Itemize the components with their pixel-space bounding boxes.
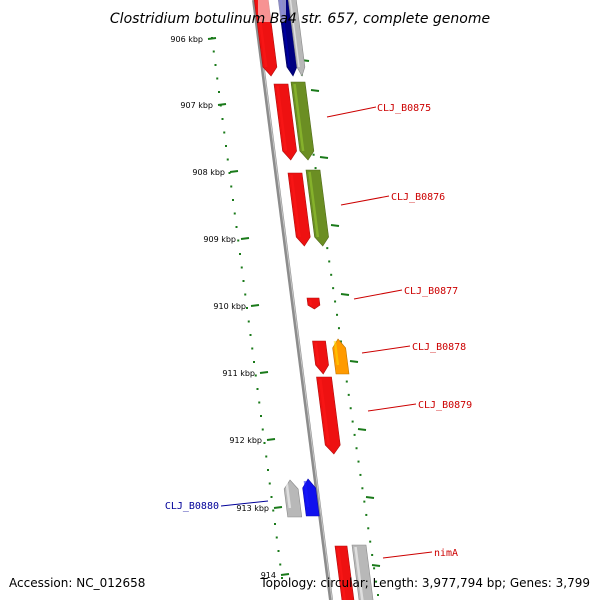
callout-line [382, 551, 433, 559]
outer-major-tick [310, 89, 320, 92]
kbp-major-tick [266, 438, 276, 441]
gene-arrow-gray [283, 479, 303, 518]
callout-line [326, 106, 377, 118]
kbp-major-tick [229, 170, 239, 173]
gene-arrow-red-body [306, 297, 321, 310]
kbp-label: 907 kbp [180, 101, 213, 110]
gene-label: CLJ_B0876 [391, 192, 445, 203]
gene-arrow-blue-sheen [303, 480, 310, 508]
gene-arrow-gray [351, 544, 374, 600]
gene-arrow-gray [287, 0, 306, 77]
backbone-highlight [254, 0, 333, 600]
kbp-major-tick [217, 103, 227, 106]
gene-arrow-red-body [312, 340, 329, 375]
gene-arrow-red-sheen [309, 299, 312, 306]
gene-arrow-orange [332, 338, 350, 375]
gene-arrow-red-sheen [314, 342, 320, 366]
outer-major-tick [371, 564, 381, 567]
callout-line [340, 195, 390, 206]
gene-arrow-red [334, 545, 355, 600]
outer-major-tick [349, 360, 359, 363]
gene-label: CLJ_B0877 [404, 286, 458, 297]
kbp-label: 912 kbp [229, 436, 262, 445]
gene-label: CLJ_B0880 [165, 501, 219, 512]
gene-callouts: CLJ_B0875 CLJ_B0876 CLJ_B0877 CLJ_B0878 CLJ_… [165, 103, 472, 559]
outer-major-tick [319, 156, 329, 159]
kbp-label: 906 kbp [170, 35, 203, 44]
outer-major-tick [357, 428, 367, 431]
gene-arrow-olive [290, 81, 315, 161]
callout-line [220, 500, 269, 507]
gene-label: CLJ_B0875 [377, 103, 431, 114]
gene-arrow-blue [302, 478, 320, 517]
gene-label: nimA [434, 548, 458, 559]
gene-label: CLJ_B0878 [412, 342, 466, 353]
gene-arrow-red [316, 376, 341, 455]
genome-backbone [252, 0, 333, 600]
gene-arrow-gray-sheen [285, 481, 292, 509]
kbp-major-tick [207, 37, 217, 40]
gene-label: CLJ_B0879 [418, 400, 472, 411]
callout-line [361, 345, 411, 354]
kbp-major-tick [250, 304, 260, 307]
gene-arrow-olive-sheen [308, 171, 320, 238]
backbone-line [252, 0, 333, 600]
kbp-label: 914 [261, 571, 276, 580]
kbp-major-tick [240, 237, 250, 240]
kbp-label: 909 kbp [203, 235, 236, 244]
gene-arrow-red-sheen [290, 174, 301, 238]
gene-arrow-red [312, 340, 329, 375]
gene-arrow-orange-sheen [333, 340, 340, 366]
kbp-major-tick [273, 506, 283, 509]
callout-line [367, 403, 417, 412]
kbp-major-tick [259, 371, 269, 374]
gene-arrow-olive-sheen [293, 83, 305, 152]
genome-summary-text: Topology: circular; Length: 3,977,794 bp… [260, 576, 590, 590]
selection-highlight [258, 0, 286, 22]
outer-major-tick [340, 293, 350, 296]
gene-arrow-red-sheen [337, 547, 346, 600]
kbp-label: 911 kbp [222, 369, 255, 378]
outer-major-tick [365, 496, 375, 499]
map-title: Clostridium botulinum Ba4 str. 657, comp… [110, 11, 490, 27]
kbp-label: 910 kbp [213, 302, 246, 311]
accession-text: Accession: NC_012658 [9, 576, 146, 590]
gene-features [253, 0, 374, 600]
gene-arrow-red [306, 297, 321, 310]
gene-arrow-gray-sheen [289, 0, 300, 68]
gene-arrow-red-sheen [276, 85, 288, 152]
kbp-label: 913 kbp [236, 504, 269, 513]
callout-line [353, 289, 403, 300]
outer-major-tick [330, 224, 340, 227]
gene-arrow-gray-sheen [354, 546, 364, 600]
gene-arrow-red [273, 83, 297, 161]
kbp-label: 908 kbp [192, 168, 225, 177]
kbp-labels: 906 kbp 907 kbp 908 kbp 909 kbp 910 kbp 911 k… [170, 35, 290, 580]
gene-arrow-red-sheen [318, 378, 331, 446]
gene-arrow-red [287, 172, 311, 247]
kbp-major-tick [280, 573, 290, 576]
gene-arrow-olive [305, 169, 329, 247]
